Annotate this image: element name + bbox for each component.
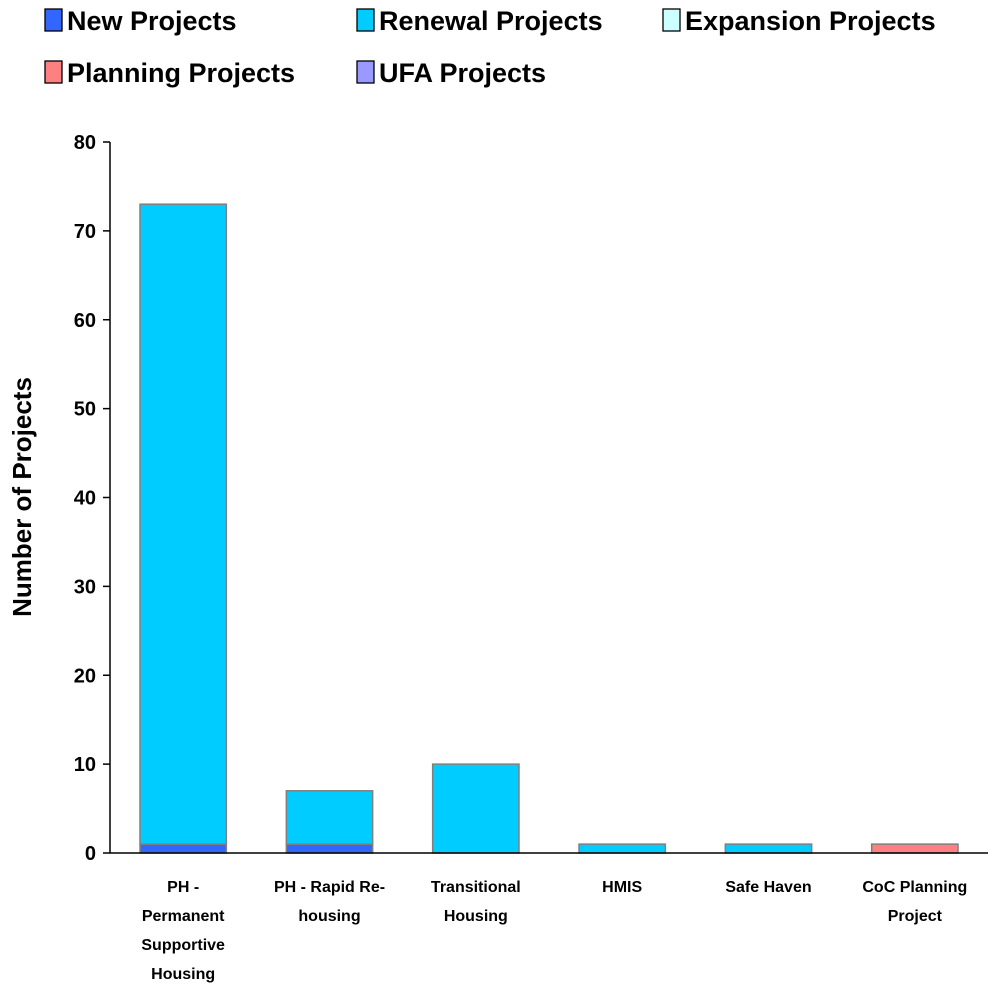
- x-axis-labels: PH - Permanent Supportive Housing PH - Rapid…: [141, 879, 967, 983]
- x-tick-label: Project: [888, 908, 943, 925]
- legend: New Projects Renewal Projects Expansion Pr…: [44, 6, 936, 88]
- y-tick-label: 30: [74, 576, 96, 598]
- x-tick-label: Permanent: [142, 908, 225, 925]
- bar-segment: [285, 843, 374, 854]
- y-tick-label: 0: [85, 843, 96, 865]
- y-tick-label: 50: [74, 399, 96, 421]
- legend-swatch: [44, 60, 63, 84]
- legend-swatch: [662, 8, 681, 32]
- x-tick-label: CoC Planning: [862, 879, 967, 896]
- legend-swatch: [44, 8, 63, 32]
- x-tick-label: Housing: [444, 908, 508, 925]
- bar-segment: [285, 790, 374, 845]
- bar-segment: [139, 203, 228, 845]
- bar-segment: [578, 843, 667, 854]
- y-axis-ticks: 0 10 20 30 40 50 60 70 80: [74, 132, 110, 865]
- bar-segment: [724, 843, 813, 854]
- bars: [139, 203, 959, 854]
- x-tick-label: Transitional: [431, 879, 521, 896]
- bar-segment: [870, 843, 959, 854]
- legend-swatch: [356, 60, 375, 84]
- y-tick-label: 40: [74, 488, 96, 510]
- legend-label: Renewal Projects: [379, 6, 603, 36]
- bar-segment: [431, 763, 520, 854]
- x-tick-label: PH - Rapid Re-: [274, 879, 385, 896]
- y-tick-label: 60: [74, 310, 96, 332]
- x-tick-label: Housing: [151, 966, 215, 983]
- y-tick-label: 10: [74, 754, 96, 776]
- y-tick-label: 80: [74, 132, 96, 154]
- x-tick-label: PH -: [167, 879, 199, 896]
- x-tick-label: housing: [298, 908, 360, 925]
- legend-label: Planning Projects: [67, 58, 295, 88]
- legend-label: New Projects: [67, 6, 237, 36]
- y-axis-title: Number of Projects: [7, 377, 37, 617]
- legend-swatch: [356, 8, 375, 32]
- legend-label: Expansion Projects: [685, 6, 936, 36]
- x-tick-label: Safe Haven: [725, 879, 811, 896]
- legend-label: UFA Projects: [379, 58, 546, 88]
- y-tick-label: 70: [74, 221, 96, 243]
- bar-segment: [139, 843, 228, 854]
- x-tick-label: Supportive: [141, 937, 225, 954]
- x-tick-label: HMIS: [602, 879, 642, 896]
- y-tick-label: 20: [74, 665, 96, 687]
